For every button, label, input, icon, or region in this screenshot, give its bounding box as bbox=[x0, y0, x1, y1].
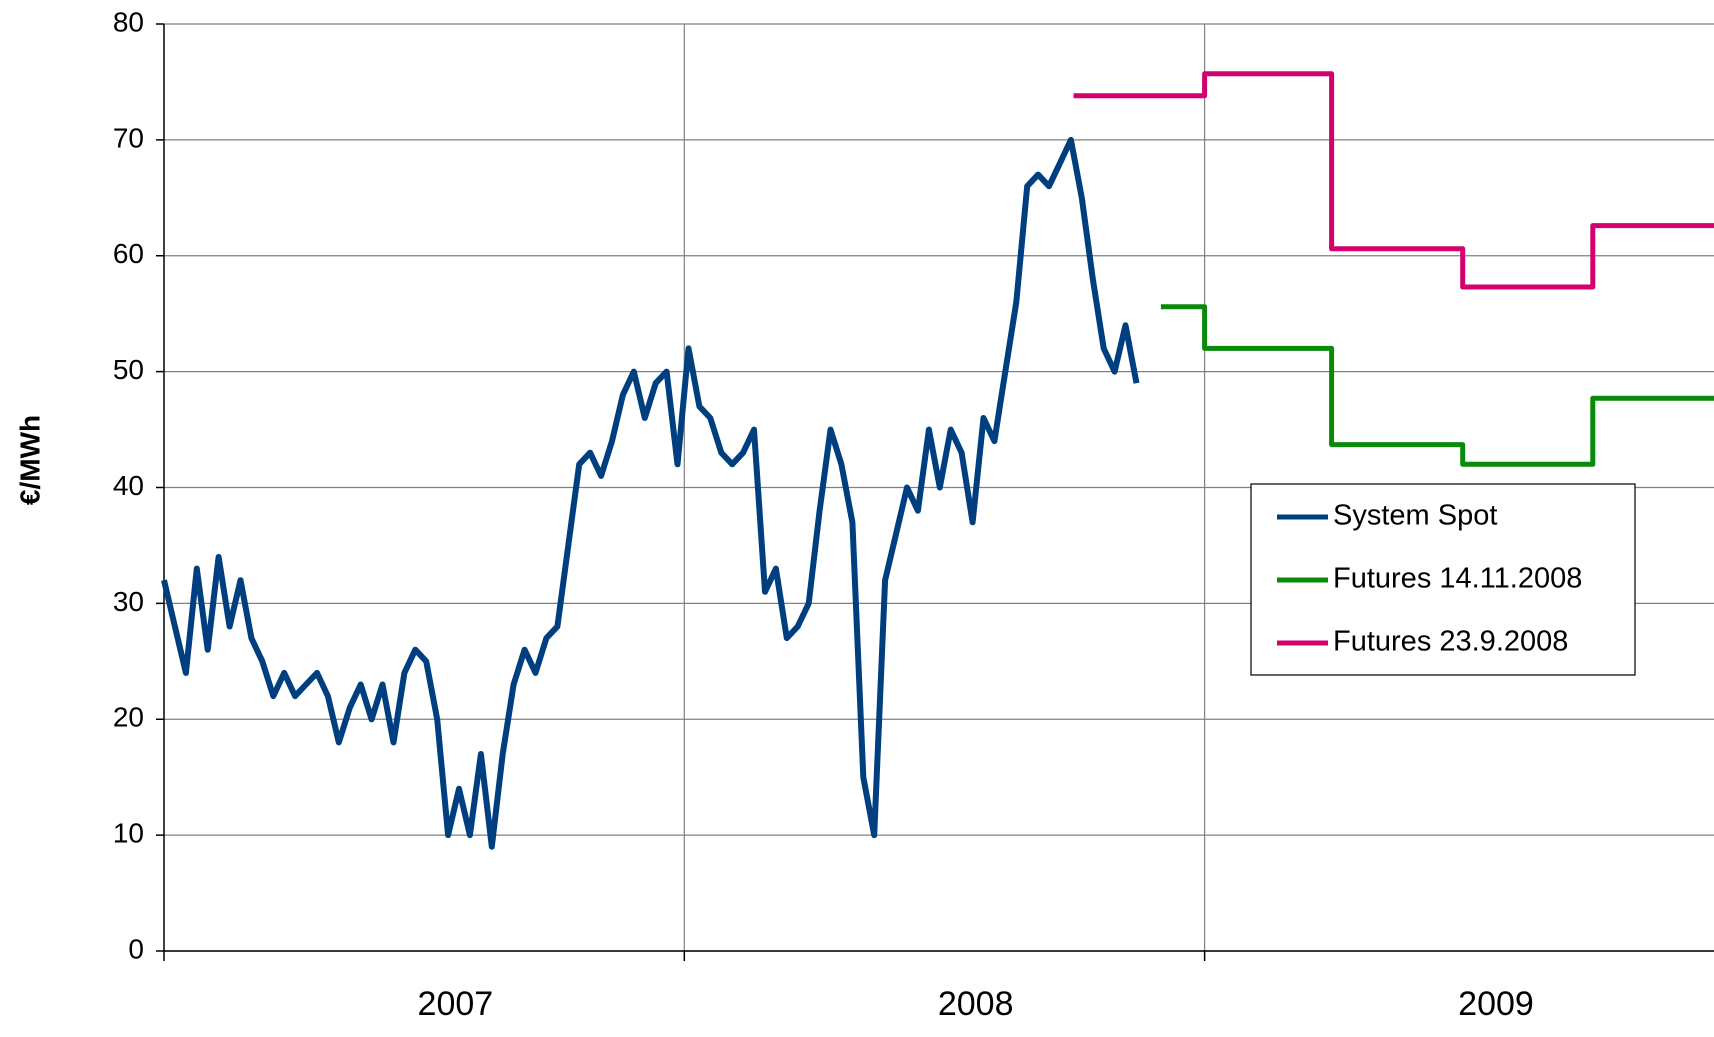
series-line bbox=[1074, 74, 1714, 287]
x-tick-label: 2009 bbox=[1458, 985, 1534, 1023]
y-tick-label: 60 bbox=[113, 238, 144, 269]
y-tick-label: 70 bbox=[113, 122, 144, 153]
y-tick-label: 40 bbox=[113, 470, 144, 501]
y-tick-label: 0 bbox=[128, 933, 144, 964]
series-line bbox=[164, 140, 1137, 847]
y-tick-label: 30 bbox=[113, 586, 144, 617]
legend-label: System Spot bbox=[1333, 500, 1497, 532]
legend-label: Futures 23.9.2008 bbox=[1333, 626, 1568, 658]
y-tick-label: 10 bbox=[113, 818, 144, 849]
legend-label: Futures 14.11.2008 bbox=[1333, 563, 1582, 595]
x-tick-label: 2007 bbox=[418, 985, 494, 1023]
series-line bbox=[1161, 307, 1714, 465]
y-axis-label: €/MWh bbox=[14, 415, 45, 505]
x-tick-label: 2008 bbox=[938, 985, 1014, 1023]
y-tick-label: 50 bbox=[113, 354, 144, 385]
y-tick-label: 20 bbox=[113, 702, 144, 733]
y-tick-label: 80 bbox=[113, 6, 144, 37]
